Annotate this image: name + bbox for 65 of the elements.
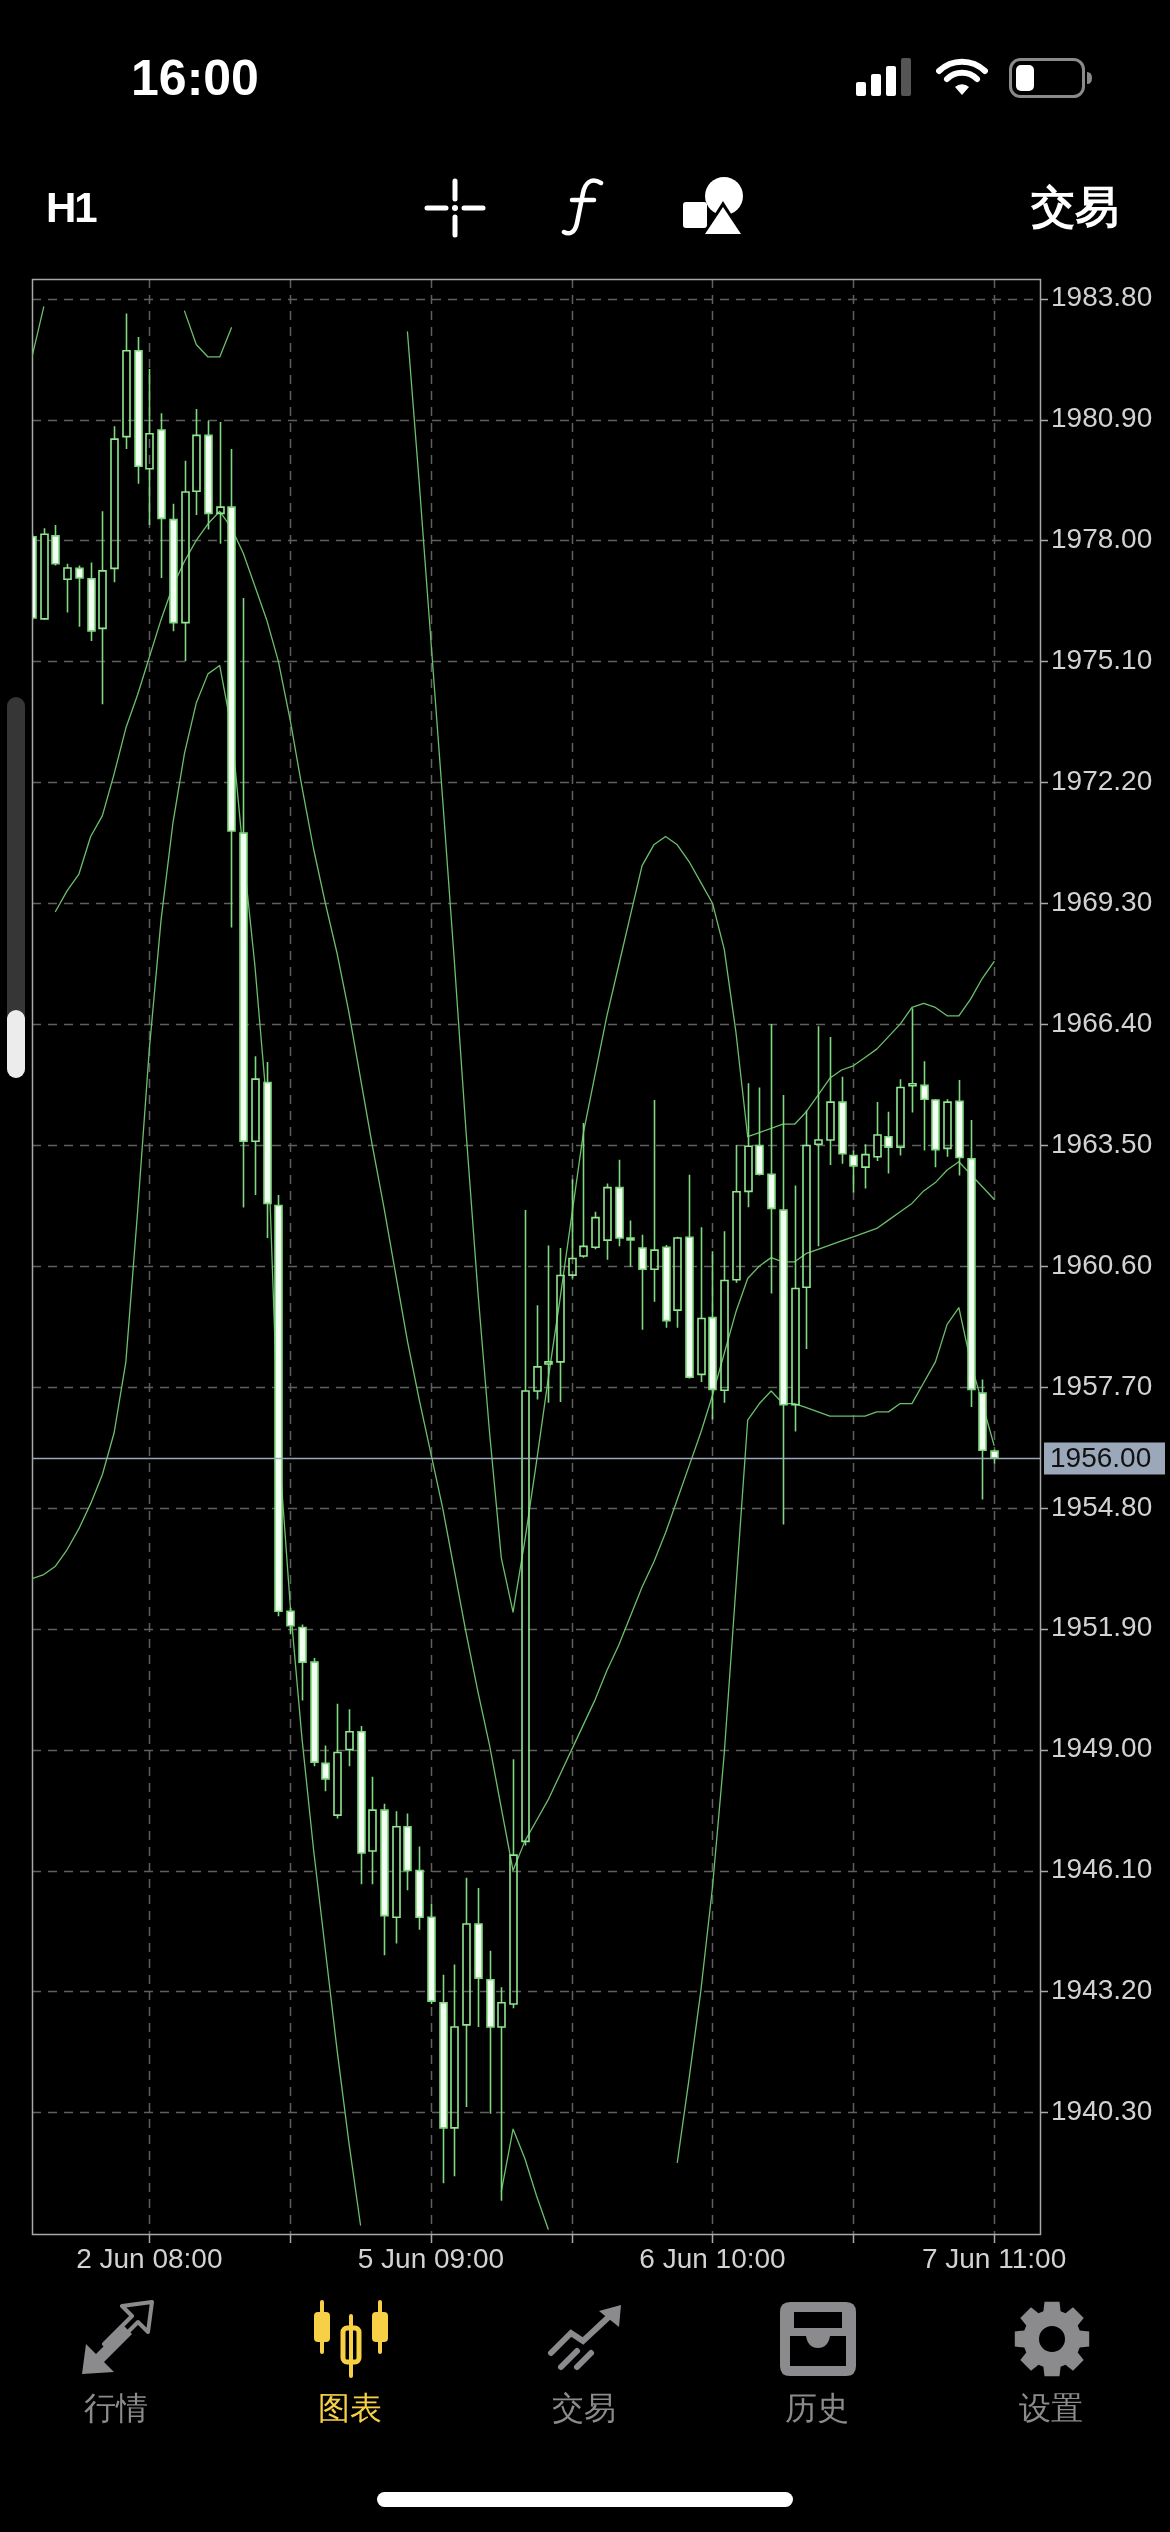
x-tick-label: 6 Jun 10:00 bbox=[639, 2242, 786, 2274]
candlestick bbox=[181, 460, 190, 663]
candlestick bbox=[63, 562, 72, 614]
candlestick bbox=[908, 1007, 917, 1114]
text: 历史 bbox=[784, 2389, 850, 2428]
x-tick-label: 2 Jun 08:00 bbox=[76, 2242, 223, 2274]
candlestick bbox=[521, 1209, 530, 1847]
x-tick-label: 7 Jun 11:00 bbox=[921, 2242, 1067, 2274]
candlestick bbox=[345, 1708, 354, 1768]
y-tick-label: 1946.10 bbox=[1051, 1853, 1153, 1885]
candlestick bbox=[744, 1082, 753, 1208]
candlestick bbox=[720, 1230, 729, 1404]
candlestick bbox=[802, 1109, 811, 1350]
candlestick bbox=[145, 368, 154, 526]
text: 交易 bbox=[551, 2389, 617, 2428]
candlestick bbox=[732, 1144, 741, 1284]
candlestick bbox=[450, 1963, 459, 2178]
ref-line-label: 1956.00 bbox=[1050, 1442, 1152, 1474]
text: 16:00 bbox=[130, 50, 260, 106]
text: 交易 bbox=[1030, 182, 1120, 232]
candlestick bbox=[509, 1758, 518, 2009]
candlestick bbox=[579, 1122, 588, 1259]
y-tick-label: 1963.50 bbox=[1051, 1127, 1153, 1159]
y-tick-label: 1949.00 bbox=[1051, 1732, 1153, 1764]
y-tick-label: 1972.20 bbox=[1051, 765, 1153, 796]
candlestick bbox=[333, 1702, 342, 1820]
candlestick bbox=[368, 1775, 377, 1886]
candlestick bbox=[603, 1182, 612, 1261]
candlestick bbox=[791, 1184, 800, 1433]
text: 图表 bbox=[317, 2389, 383, 2428]
text: 设置 bbox=[1018, 2389, 1084, 2428]
y-tick-label: 1983.80 bbox=[1051, 281, 1153, 313]
candlestick bbox=[814, 1025, 823, 1248]
y-tick-label: 1966.40 bbox=[1051, 1006, 1153, 1038]
candlestick bbox=[98, 510, 107, 706]
y-tick-label: 1980.90 bbox=[1051, 402, 1153, 434]
candlestick bbox=[110, 425, 119, 583]
candlestick bbox=[556, 1247, 565, 1403]
candlestick bbox=[122, 312, 131, 450]
text: 行情 bbox=[83, 2389, 149, 2428]
candlestick bbox=[544, 1244, 553, 1404]
candlestick bbox=[192, 408, 201, 516]
candlestick bbox=[392, 1810, 401, 1945]
y-tick-label: 1975.10 bbox=[1051, 644, 1153, 676]
candlestick bbox=[650, 1099, 659, 1303]
y-tick-label: 1940.30 bbox=[1051, 2095, 1153, 2127]
y-tick-label: 1954.80 bbox=[1051, 1490, 1153, 1522]
candlestick bbox=[873, 1101, 882, 1162]
x-tick-label: 5 Jun 09:00 bbox=[357, 2242, 505, 2274]
candlestick bbox=[697, 1226, 706, 1383]
candlestick bbox=[251, 1055, 260, 1196]
candlestick bbox=[216, 421, 225, 545]
candlestick bbox=[568, 1178, 577, 1280]
candlestick bbox=[497, 1986, 506, 2202]
y-tick-label: 1978.00 bbox=[1051, 523, 1153, 555]
y-tick-label: 1951.90 bbox=[1051, 1611, 1153, 1643]
candlestick bbox=[861, 1143, 870, 1190]
y-tick-label: 1957.70 bbox=[1051, 1369, 1153, 1401]
y-tick-label: 1943.20 bbox=[1051, 1974, 1153, 2006]
candlestick bbox=[462, 1876, 471, 2108]
y-tick-label: 1960.60 bbox=[1051, 1248, 1153, 1280]
candlestick bbox=[533, 1304, 542, 1401]
y-tick-label: 1969.30 bbox=[1051, 885, 1153, 917]
candlestick bbox=[826, 1036, 835, 1166]
chart-title: H1 bbox=[46, 184, 96, 232]
